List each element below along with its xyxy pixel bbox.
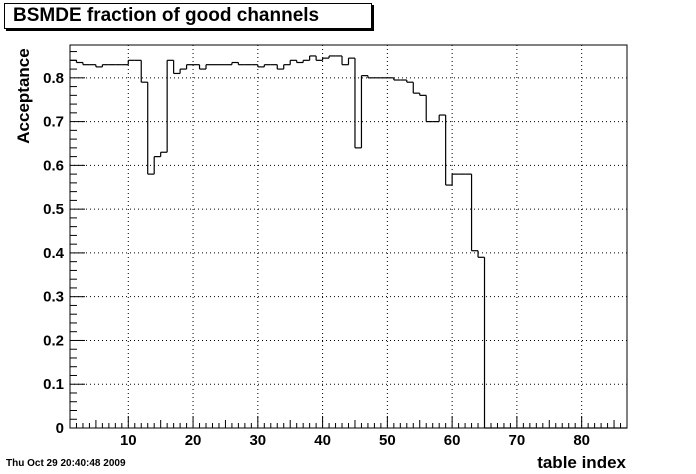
y-tick-label: 0.4	[43, 245, 65, 262]
y-tick-label: 0.1	[43, 376, 64, 393]
y-tick-label: 0.2	[43, 332, 64, 349]
timestamp: Thu Oct 29 20:40:48 2009	[6, 458, 126, 469]
x-tick-label: 60	[444, 432, 461, 449]
x-axis-label: table index	[537, 453, 626, 472]
y-tick-label: 0.5	[43, 201, 64, 218]
y-tick-label: 0.3	[43, 289, 64, 306]
plot-frame	[69, 44, 628, 429]
x-tick-label: 20	[185, 432, 202, 449]
chart-title: BSMDE fraction of good channels	[4, 3, 372, 29]
x-tick-label: 40	[314, 432, 331, 449]
y-tick-label: 0.8	[43, 70, 64, 87]
x-tick-label: 70	[509, 432, 526, 449]
x-tick-label: 80	[573, 432, 590, 449]
x-tick-label: 50	[379, 432, 396, 449]
grid	[70, 45, 627, 428]
y-tick-label: 0.6	[43, 157, 64, 174]
x-tick-label: 30	[249, 432, 266, 449]
x-tick-label: 10	[120, 432, 137, 449]
y-tick-label: 0.7	[43, 114, 64, 131]
histogram-series	[70, 55, 627, 429]
axes: 10 20 30 40 50 60 70 80 0 0.1 0.2 0.3 0.4 0.5 0.6 0.7 0.…	[43, 44, 628, 449]
y-tick-label: 0	[56, 420, 64, 437]
